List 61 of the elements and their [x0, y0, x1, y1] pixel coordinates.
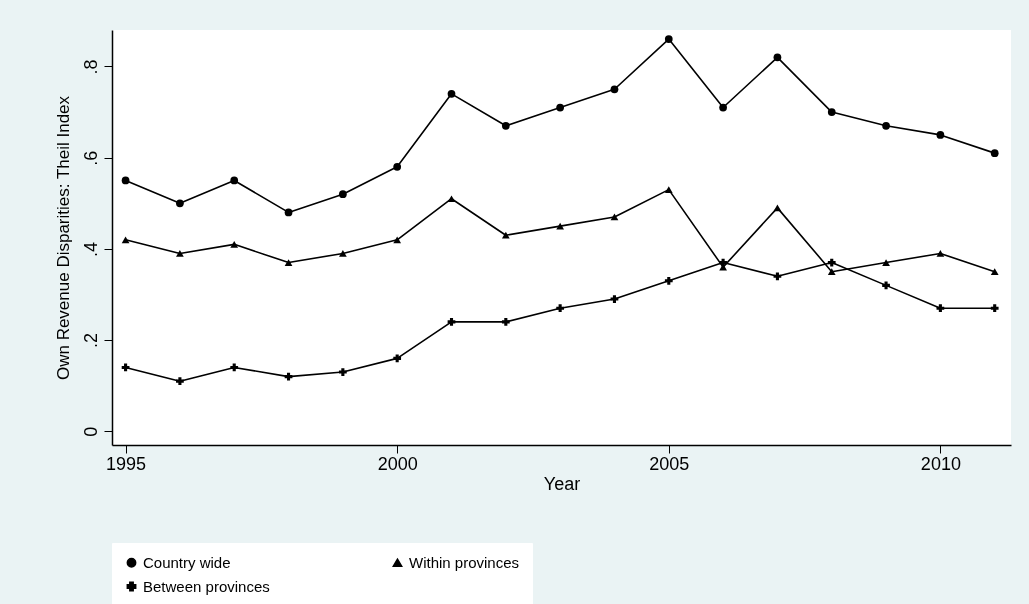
point [501, 231, 510, 239]
legend-label: Within provinces [409, 553, 520, 571]
legend-label: Between provinces [143, 577, 270, 595]
point [773, 53, 782, 62]
point [610, 85, 619, 94]
y-tick-label: 0 [80, 426, 101, 437]
point [936, 131, 945, 139]
x-tick-label: 2010 [920, 453, 961, 474]
point [664, 186, 673, 193]
point [393, 354, 402, 363]
point [447, 89, 456, 98]
point [501, 121, 510, 130]
point [447, 318, 456, 326]
y-axis-title: Own Revenue Disparities: Theil Index [53, 95, 73, 381]
y-tick-label: .2 [80, 333, 101, 349]
point [882, 121, 890, 130]
point [556, 304, 565, 313]
legend-label: Country wide [143, 553, 231, 571]
point [230, 240, 239, 248]
x-tick-label: 2000 [377, 453, 418, 474]
point [882, 259, 890, 266]
point [827, 258, 836, 267]
y-tick-label: .8 [80, 59, 101, 75]
point [556, 103, 565, 112]
point [338, 250, 347, 257]
point [230, 176, 239, 185]
point [176, 199, 184, 208]
point [664, 35, 673, 43]
point [230, 363, 239, 372]
point [176, 250, 184, 257]
point [447, 195, 456, 203]
point [827, 108, 836, 116]
point [719, 258, 727, 267]
y-tick-label: .4 [80, 241, 101, 257]
point [936, 304, 945, 313]
point [773, 204, 782, 212]
point [176, 377, 184, 386]
point [393, 162, 402, 171]
point [990, 304, 999, 313]
point [990, 268, 999, 276]
x-axis-title: Year [543, 473, 581, 494]
point [501, 318, 510, 326]
point [990, 149, 999, 157]
point [121, 176, 130, 185]
point [719, 103, 727, 112]
point [827, 268, 836, 276]
point [284, 208, 293, 217]
point [773, 272, 782, 281]
point [338, 190, 347, 199]
y-tick-label: .6 [80, 150, 101, 166]
point [284, 259, 293, 266]
point [610, 213, 619, 221]
x-tick-label: 1995 [106, 453, 147, 474]
point [882, 281, 890, 290]
point [664, 276, 673, 285]
x-tick-label: 2005 [649, 453, 690, 474]
point [610, 295, 619, 303]
point [936, 250, 945, 257]
point [338, 368, 347, 376]
point [121, 236, 130, 244]
point [393, 236, 402, 244]
